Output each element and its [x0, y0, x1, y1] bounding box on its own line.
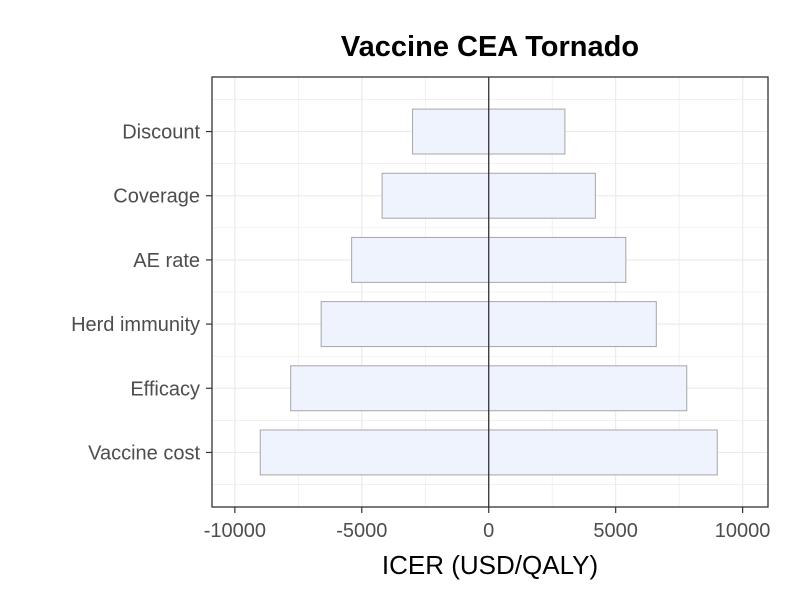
x-tick-label: -10000	[204, 520, 266, 542]
x-axis-ticks: -10000 -5000 0 5000 10000	[204, 507, 771, 542]
y-tick-label: Coverage	[113, 186, 200, 208]
x-tick-label: 5000	[593, 520, 638, 542]
x-tick-label: 10000	[715, 520, 771, 542]
chart-title: Vaccine CEA Tornado	[341, 31, 639, 63]
y-tick-label: Discount	[122, 122, 200, 144]
y-tick-label: Efficacy	[130, 378, 200, 400]
plot-panel-border	[211, 76, 769, 508]
y-tick-label: Herd immunity	[71, 314, 200, 336]
x-axis-label: ICER (USD/QALY)	[382, 550, 598, 580]
y-tick-label: Vaccine cost	[88, 442, 200, 464]
x-tick-label: -5000	[336, 520, 387, 542]
y-axis-ticks: Vaccine cost Efficacy Herd immunity AE rate…	[71, 122, 212, 464]
x-tick-label: 0	[483, 520, 494, 542]
y-tick-label: AE rate	[133, 250, 200, 272]
